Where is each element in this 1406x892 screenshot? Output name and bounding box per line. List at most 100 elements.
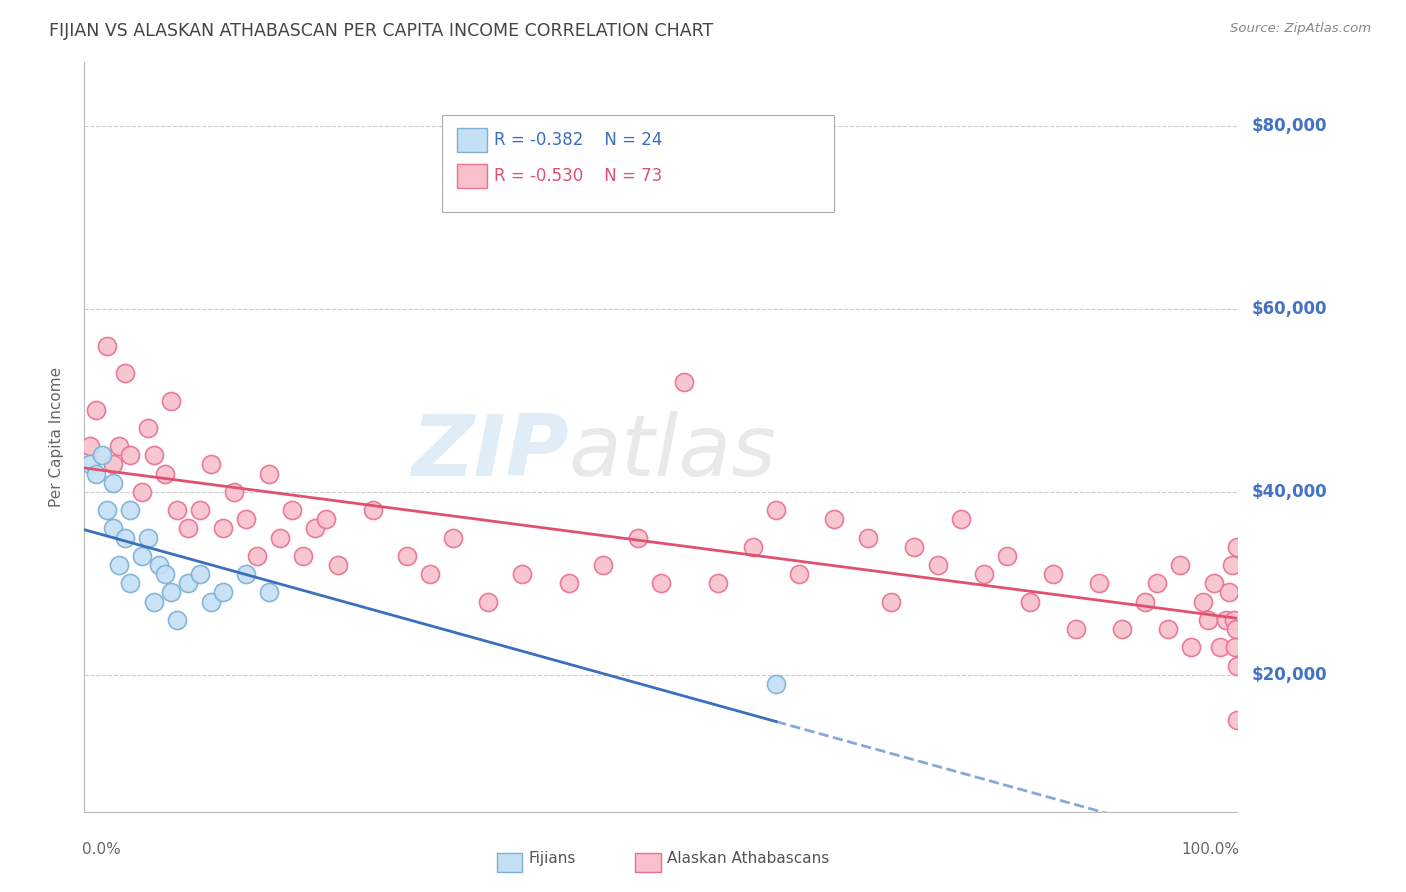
Point (1220, 558, 1243, 572)
Point (396, 549, 419, 563)
Point (1215, 613, 1237, 627)
Point (1018, 594, 1040, 608)
Point (103, 521, 124, 535)
Point (1223, 613, 1246, 627)
Point (188, 567, 211, 582)
Text: Source: ZipAtlas.com: Source: ZipAtlas.com (1230, 22, 1371, 36)
Point (136, 531, 159, 545)
Text: Alaskan Athabascans: Alaskan Athabascans (666, 851, 828, 865)
Point (765, 677, 787, 691)
Point (1180, 640, 1202, 655)
Point (200, 594, 222, 608)
Point (512, 567, 534, 582)
FancyBboxPatch shape (441, 115, 834, 212)
Point (304, 521, 326, 535)
Point (1223, 640, 1246, 655)
Point (1042, 567, 1064, 582)
Point (103, 458, 124, 472)
Text: 100.0%: 100.0% (1181, 842, 1240, 856)
Point (557, 576, 579, 591)
Point (246, 549, 269, 563)
Point (315, 512, 337, 526)
Point (1218, 585, 1240, 599)
Point (973, 567, 995, 582)
Text: $80,000: $80,000 (1251, 118, 1327, 136)
Point (136, 421, 159, 435)
Point (858, 531, 880, 545)
Point (108, 558, 131, 572)
Point (257, 585, 280, 599)
Text: $60,000: $60,000 (1251, 300, 1327, 318)
Point (1133, 594, 1156, 608)
FancyBboxPatch shape (457, 163, 486, 187)
Point (419, 567, 441, 582)
Point (120, 503, 142, 517)
Point (995, 549, 1018, 563)
Point (188, 503, 211, 517)
Point (235, 512, 257, 526)
FancyBboxPatch shape (498, 853, 523, 872)
Text: FIJIAN VS ALASKAN ATHABASCAN PER CAPITA INCOME CORRELATION CHART: FIJIAN VS ALASKAN ATHABASCAN PER CAPITA … (49, 22, 713, 40)
Point (142, 594, 165, 608)
Point (281, 503, 304, 517)
Point (84, 467, 107, 481)
Point (1225, 622, 1247, 636)
Point (880, 594, 903, 608)
Point (592, 558, 614, 572)
Point (1168, 558, 1191, 572)
Point (142, 448, 165, 462)
Point (1204, 576, 1226, 591)
Point (153, 567, 176, 582)
Text: R = -0.530    N = 73: R = -0.530 N = 73 (494, 167, 662, 185)
Point (949, 512, 972, 526)
Point (166, 613, 188, 627)
Point (1226, 714, 1249, 728)
Point (166, 503, 188, 517)
Point (79, 439, 101, 453)
Point (441, 531, 464, 545)
Point (131, 484, 153, 499)
Point (96, 339, 118, 353)
Text: $40,000: $40,000 (1251, 483, 1327, 501)
FancyBboxPatch shape (636, 853, 661, 872)
Point (361, 503, 384, 517)
Point (1146, 576, 1168, 591)
Point (927, 558, 949, 572)
Point (1226, 540, 1249, 554)
Point (103, 475, 124, 490)
Text: R = -0.382    N = 24: R = -0.382 N = 24 (494, 131, 662, 149)
Point (96, 503, 118, 517)
Point (79, 458, 101, 472)
Point (1088, 576, 1111, 591)
Point (707, 576, 730, 591)
Point (477, 594, 499, 608)
Point (84, 402, 107, 417)
Point (114, 531, 136, 545)
Point (153, 467, 176, 481)
Point (1226, 658, 1249, 673)
Point (177, 521, 200, 535)
Point (627, 531, 650, 545)
Point (211, 585, 233, 599)
Point (269, 531, 291, 545)
Point (148, 558, 170, 572)
Point (235, 567, 257, 582)
Point (672, 376, 695, 390)
Point (160, 393, 183, 408)
Point (177, 576, 200, 591)
Point (160, 585, 183, 599)
Point (114, 366, 136, 380)
Point (1157, 622, 1180, 636)
Point (765, 503, 787, 517)
Point (1191, 594, 1213, 608)
Point (326, 558, 349, 572)
Point (787, 567, 810, 582)
Point (1111, 622, 1133, 636)
Point (108, 439, 131, 453)
Point (120, 448, 142, 462)
Point (292, 549, 315, 563)
FancyBboxPatch shape (457, 128, 486, 153)
Text: atlas: atlas (568, 410, 776, 493)
Point (1198, 613, 1220, 627)
Text: $20,000: $20,000 (1251, 665, 1327, 683)
